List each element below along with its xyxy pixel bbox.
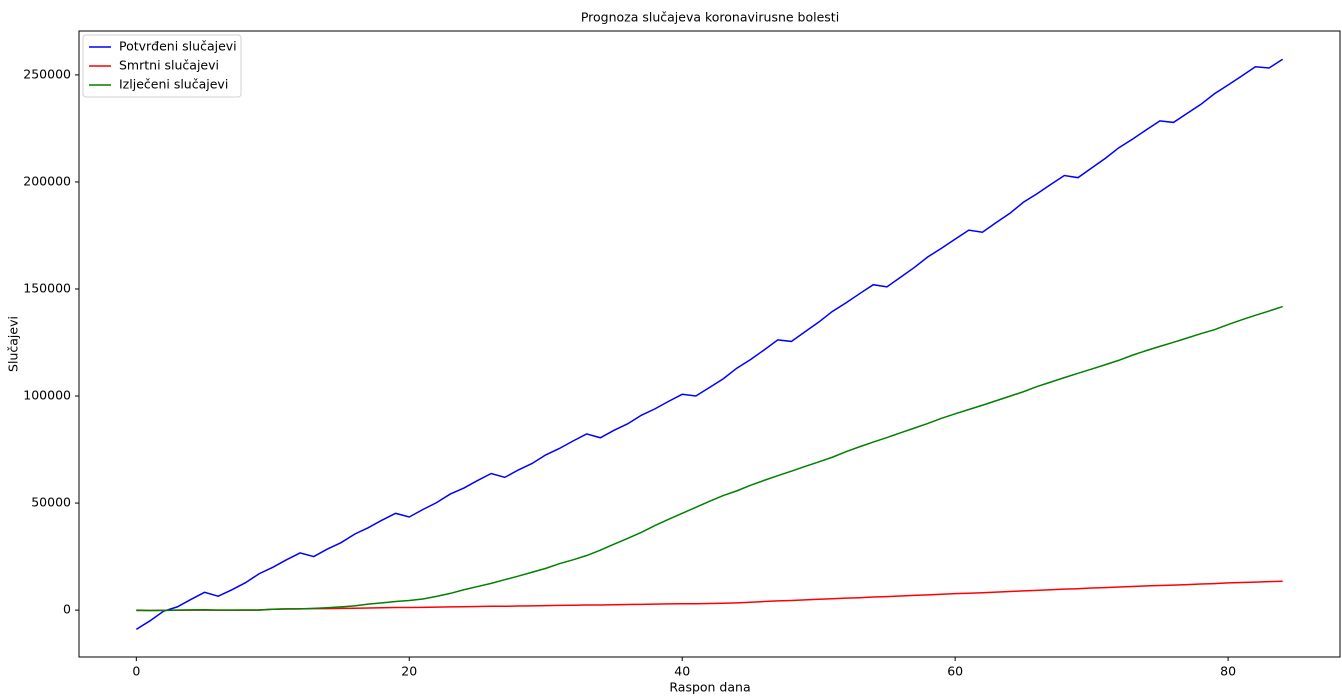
x-tick-label: 40 — [674, 664, 690, 679]
series-line — [136, 305, 1283, 612]
legend-box — [82, 34, 242, 98]
x-tick-label: 20 — [401, 664, 417, 679]
x-tick-label: 60 — [947, 664, 963, 679]
y-tick-label: 250000 — [23, 66, 71, 81]
y-tick-label: 0 — [63, 602, 71, 617]
y-tick-label: 50000 — [31, 495, 71, 510]
legend-label: Smrtni slučajevi — [119, 58, 219, 73]
x-axis-label: Raspon dana — [669, 680, 750, 695]
series-line — [135, 58, 1284, 631]
legend-label: Potvrđeni slučajevi — [119, 39, 237, 54]
y-tick-label: 150000 — [23, 280, 71, 295]
chart-title: Prognoza slučajeva koronavirusne bolesti — [581, 10, 839, 25]
y-tick-label: 100000 — [23, 388, 71, 403]
y-tick-label: 200000 — [23, 173, 71, 188]
y-axis-label: Slučajevi — [6, 316, 21, 372]
legend-label: Izlječeni slučajevi — [119, 77, 228, 92]
x-tick-label: 80 — [1220, 664, 1236, 679]
series-line — [136, 580, 1283, 612]
plot-frame — [78, 30, 1341, 658]
x-tick-label: 0 — [132, 664, 140, 679]
